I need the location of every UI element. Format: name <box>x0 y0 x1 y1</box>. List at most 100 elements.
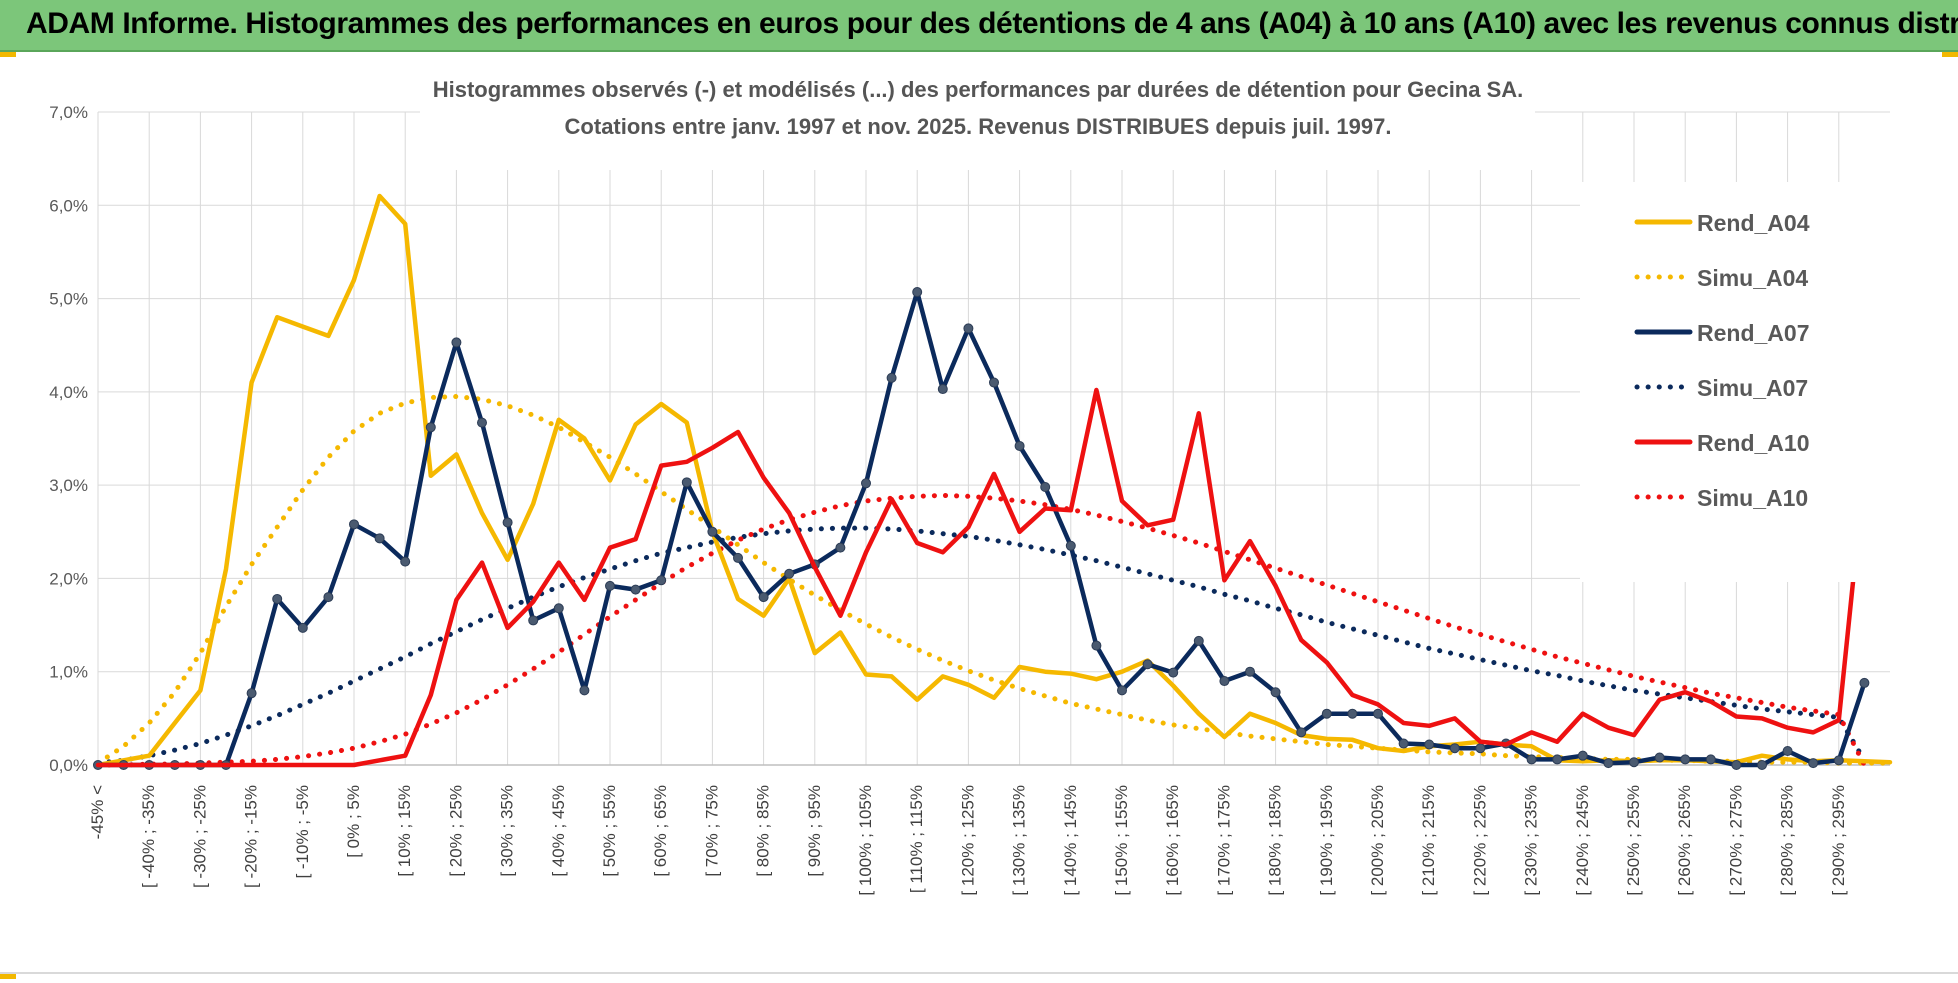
chart-title-line-2: Cotations entre janv. 1997 et nov. 2025.… <box>565 114 1392 139</box>
x-tick-label: [ 140% ; 145% <box>1061 785 1080 896</box>
chart-title-line-1: Histogrammes observés (-) et modélisés (… <box>433 77 1524 102</box>
legend-label-Simu_A07: Simu_A07 <box>1697 375 1808 401</box>
x-tick-label: [ 0% ; 5% <box>344 785 363 858</box>
data-point-Rend_A07 <box>246 688 257 699</box>
data-point-Rend_A07 <box>707 526 718 537</box>
x-tick-label: [ 70% ; 75% <box>702 785 721 877</box>
data-point-Rend_A07 <box>886 372 897 383</box>
x-tick-label: [ 60% ; 65% <box>651 785 670 877</box>
y-tick-label: 4,0% <box>49 383 88 402</box>
data-point-Rend_A07 <box>1526 754 1537 765</box>
data-point-Rend_A07 <box>272 593 283 604</box>
data-point-Rend_A07 <box>553 603 564 614</box>
x-tick-label: [ 160% ; 165% <box>1163 785 1182 896</box>
x-tick-label: [ 240% ; 245% <box>1573 785 1592 896</box>
x-tick-label: [ 290% ; 295% <box>1829 785 1848 896</box>
frame-corner-top-left <box>0 52 16 57</box>
chart: 0,0% 1,0% 2,0% 3,0% 4,0% 5,0% 6,0% 7,0% -45% < [… <box>49 72 1893 896</box>
data-point-Rend_A07 <box>758 592 769 603</box>
data-point-Rend_A07 <box>630 584 641 595</box>
x-tick-label: [ 200% ; 205% <box>1368 785 1387 896</box>
data-point-Rend_A07 <box>912 287 923 298</box>
data-point-Rend_A07 <box>656 575 667 586</box>
banner-title: ADAM Informe. Histogrammes des performan… <box>26 7 1958 40</box>
x-tick-label: [ 30% ; 35% <box>498 785 517 877</box>
x-tick-label: [ 210% ; 215% <box>1419 785 1438 896</box>
series-Rend_A04 <box>95 193 1893 768</box>
data-point-Rend_A07 <box>297 622 308 633</box>
data-point-Rend_A07 <box>1731 760 1742 770</box>
legend-item-Simu_A07: Simu_A07 <box>1634 375 1808 401</box>
legend: Rend_A04 Simu_A04 Rend_A07 Simu_A07 Rend_A10… <box>1634 210 1810 511</box>
y-tick-label: 2,0% <box>49 569 88 588</box>
data-point-Rend_A07 <box>425 422 436 433</box>
x-tick-label: [ -10% ; -5% <box>293 785 312 879</box>
data-point-Rend_A07 <box>1245 666 1255 677</box>
data-point-Rend_A07 <box>1270 687 1281 698</box>
data-point-Rend_A07 <box>323 592 334 603</box>
x-tick-label: [ 50% ; 55% <box>600 785 619 877</box>
y-tick-label: 3,0% <box>49 476 88 495</box>
x-tick-label: [ 100% ; 105% <box>856 785 875 896</box>
x-tick-label: [ -20% ; -15% <box>242 785 261 888</box>
x-tick-label: [ 260% ; 265% <box>1675 785 1694 896</box>
y-tick-label: 0,0% <box>49 756 88 775</box>
legend-item-Simu_A04: Simu_A04 <box>1634 265 1808 291</box>
y-tick-label: 1,0% <box>49 663 88 682</box>
data-point-Rend_A07 <box>1168 667 1179 678</box>
data-point-Rend_A07 <box>400 556 411 567</box>
x-tick-label: [ 10% ; 15% <box>395 785 414 877</box>
data-point-Rend_A07 <box>1296 727 1307 738</box>
x-tick-label: [ 20% ; 25% <box>446 785 465 877</box>
x-tick-label: [ -30% ; -25% <box>190 785 209 888</box>
series-Rend_A07 <box>93 287 1870 770</box>
legend-label-Rend_A07: Rend_A07 <box>1697 320 1809 346</box>
data-point-Rend_A07 <box>1065 540 1076 551</box>
data-point-Rend_A07 <box>374 533 385 544</box>
legend-label-Simu_A04: Simu_A04 <box>1697 265 1808 291</box>
data-point-Rend_A07 <box>605 580 615 591</box>
x-tick-label: [ 230% ; 235% <box>1522 785 1541 896</box>
data-point-Rend_A07 <box>937 384 948 395</box>
data-point-Rend_A07 <box>784 568 795 579</box>
data-point-Rend_A07 <box>1475 743 1486 754</box>
x-tick-label: [ 90% ; 95% <box>805 785 824 877</box>
legend-background <box>1580 182 1890 582</box>
legend-item-Rend_A10: Rend_A10 <box>1634 430 1809 456</box>
x-tick-label: [ 170% ; 175% <box>1214 785 1233 896</box>
series-line-Rend_A10 <box>95 387 1867 768</box>
data-point-Rend_A07 <box>835 542 846 553</box>
data-point-Rend_A07 <box>1321 708 1332 719</box>
x-tick-label: [ 80% ; 85% <box>754 785 773 877</box>
x-tick-label: [ 110% ; 115% <box>907 785 926 893</box>
data-point-Rend_A07 <box>1091 640 1102 651</box>
series-group <box>93 193 1893 770</box>
data-point-Rend_A07 <box>451 337 462 348</box>
data-point-Rend_A07 <box>528 615 539 626</box>
data-point-Rend_A07 <box>1782 746 1793 757</box>
x-tick-label: [ 130% ; 135% <box>1010 785 1029 896</box>
series-line-Rend_A04 <box>95 193 1893 768</box>
y-tick-label: 5,0% <box>49 290 88 309</box>
y-tick-label: 6,0% <box>49 196 88 215</box>
legend-item-Simu_A10: Simu_A10 <box>1634 485 1808 511</box>
y-axis: 0,0% 1,0% 2,0% 3,0% 4,0% 5,0% 6,0% 7,0% <box>49 103 88 775</box>
x-tick-label: [ 220% ; 225% <box>1470 785 1489 896</box>
legend-item-Rend_A04: Rend_A04 <box>1634 210 1810 236</box>
data-point-Rend_A07 <box>861 478 871 489</box>
data-point-Rend_A07 <box>502 517 513 528</box>
data-point-Rend_A07 <box>1808 758 1819 769</box>
data-point-Rend_A07 <box>1603 758 1614 769</box>
frame-bottom-line <box>0 972 1958 974</box>
legend-label-Rend_A10: Rend_A10 <box>1697 430 1809 456</box>
data-point-Rend_A07 <box>1014 440 1025 451</box>
y-tick-label: 7,0% <box>49 103 88 122</box>
series-line-Rend_A07 <box>95 289 1867 768</box>
x-tick-label: [ 250% ; 255% <box>1624 785 1643 896</box>
data-point-Rend_A07 <box>349 519 359 530</box>
series-Simu_A07 <box>95 525 1867 766</box>
legend-label-Rend_A04: Rend_A04 <box>1697 210 1810 236</box>
x-tick-label: [ 40% ; 45% <box>549 785 568 877</box>
data-point-Rend_A07 <box>1219 676 1230 687</box>
data-point-Rend_A07 <box>1449 743 1460 754</box>
